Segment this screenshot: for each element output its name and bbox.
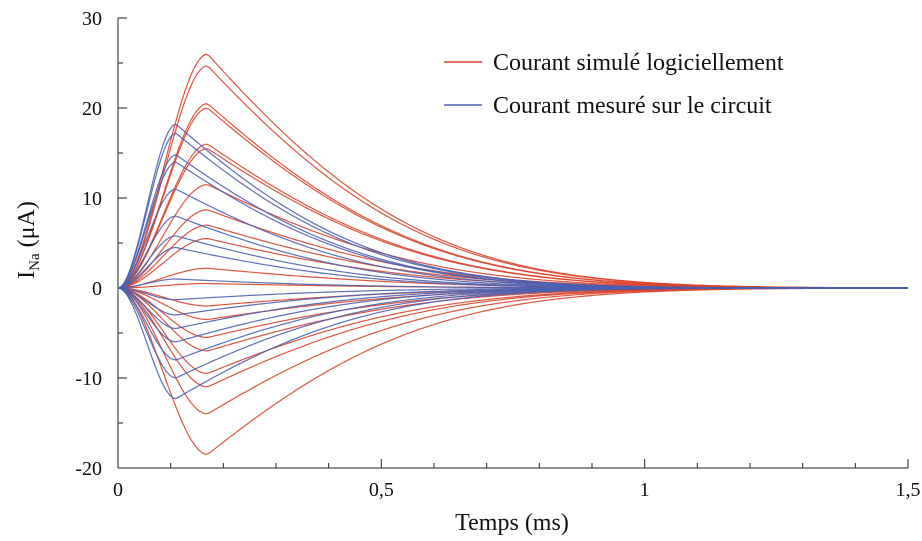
y-axis-title-main: I [14,271,40,279]
x-axis-title: Temps (ms) [455,510,569,536]
y-axis-title: INa (μA) [14,201,43,279]
series-curve [117,102,908,289]
legend-label-measured: Courant mesuré sur le circuit [493,93,772,119]
series-curve [117,143,909,289]
series-curve [117,287,908,456]
y-tick-label: -20 [75,458,102,480]
y-axis-title-unit: (μA) [14,201,40,253]
ticks: -20 -10 0 10 20 30 0 0,5 1 1,5 [75,8,920,501]
y-tick-label: 20 [82,98,102,120]
x-tick-label: 1 [640,479,650,501]
y-tick-label: 30 [82,8,102,30]
legend-label-simulated: Courant simulé logiciellement [493,50,784,76]
series-curve [117,154,908,289]
series-curve [117,224,908,289]
series-curve [117,53,909,289]
y-tick-label: 0 [92,278,102,300]
series-layer [117,53,909,456]
series-curve [117,209,908,289]
y-tick-label: -10 [75,368,102,390]
series-curve [117,287,908,339]
y-tick-label: 10 [82,188,102,210]
x-tick-label: 0 [113,479,123,501]
x-tick-label: 1,5 [896,479,921,501]
legend: Courant simulé logiciellement Courant me… [444,50,784,119]
series-curve [117,287,908,400]
series-curve [117,287,908,388]
series-group [117,123,909,400]
y-axis-title-subscript: Na [27,253,43,271]
x-tick-label: 0,5 [369,479,394,501]
